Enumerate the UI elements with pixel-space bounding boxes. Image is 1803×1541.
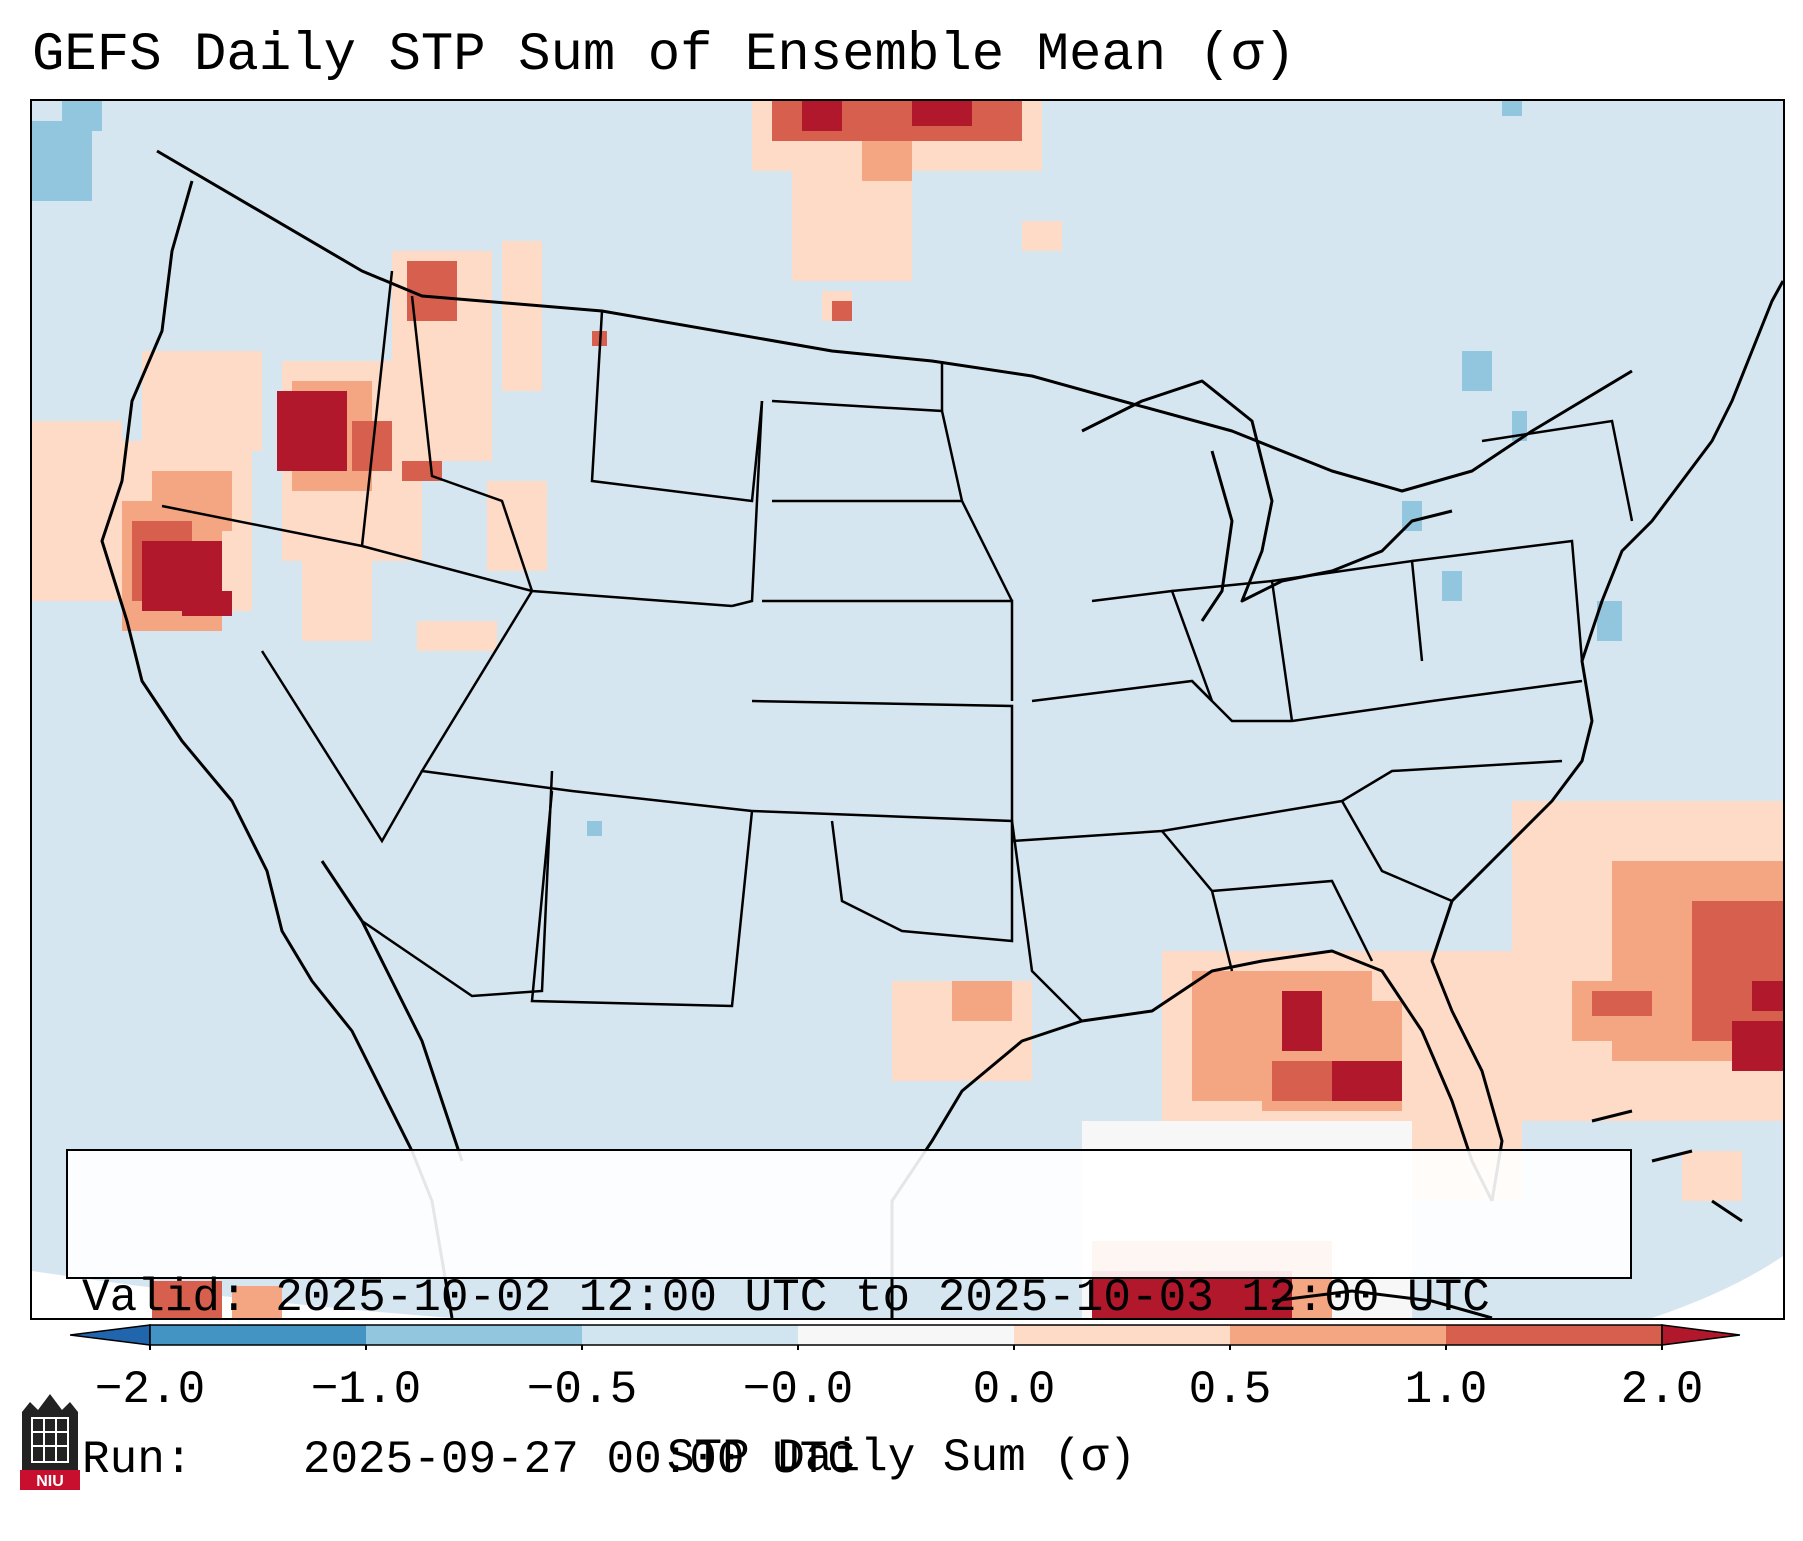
- map-canvas: [32, 101, 1783, 1318]
- state-borders: [161, 270, 1634, 1022]
- run-value: 2025-09-27 00:00 UTC: [302, 1434, 855, 1486]
- colorbar-tick-3: −0.0: [742, 1364, 854, 1416]
- colorbar-tick-4: 0.0: [972, 1364, 1056, 1416]
- niu-logo: NIU: [20, 1394, 80, 1490]
- colorbar-tick-2: −0.5: [526, 1364, 638, 1416]
- colorbar-bin-2: [582, 1325, 798, 1345]
- colorbar-tick-1: −1.0: [310, 1364, 422, 1416]
- colorbar-bin-3: [798, 1325, 1014, 1345]
- projection-edge: [32, 1271, 452, 1318]
- valid-line: Valid: 2025-10-02 12:00 UTC to 2025-10-0…: [82, 1271, 1616, 1325]
- run-label: Run:: [82, 1434, 193, 1486]
- coastlines: [100, 149, 1783, 1318]
- validity-info-box: Valid: 2025-10-02 12:00 UTC to 2025-10-0…: [66, 1149, 1632, 1486]
- colorbar-bin-5: [1230, 1325, 1446, 1345]
- colorbar-bin-6: [1446, 1325, 1662, 1345]
- logo-text: NIU: [36, 1473, 64, 1490]
- run-line: Run: 2025-09-27 00:00 UTC: [82, 1433, 1616, 1487]
- colorbar-label: STP Daily Sum (σ): [666, 1432, 1137, 1484]
- valid-label: Valid:: [82, 1272, 248, 1324]
- map-title: GEFS Daily STP Sum of Ensemble Mean (σ): [32, 25, 1296, 86]
- colorbar-bin-0: [150, 1325, 366, 1345]
- colorbar-tick-5: 0.5: [1188, 1364, 1272, 1416]
- colorbar-over-arrow: [1661, 1324, 1740, 1346]
- projection-edge-right: [1652, 1256, 1783, 1318]
- stp-anomaly-field: [32, 101, 1783, 1318]
- colorbar-bin-1: [366, 1325, 582, 1345]
- caribbean-islands: [1271, 1109, 1743, 1318]
- colorbar-tick-0: −2.0: [94, 1364, 206, 1416]
- valid-value: 2025-10-02 12:00 UTC to 2025-10-03 12:00…: [275, 1272, 1490, 1324]
- map-panel[interactable]: [30, 99, 1785, 1320]
- colorbar-bin-4: [1014, 1325, 1230, 1345]
- colorbar-tick-7: 2.0: [1620, 1364, 1704, 1416]
- colorbar-under-arrow: [70, 1324, 151, 1346]
- colorbar: [70, 1324, 1740, 1350]
- colorbar-tick-6: 1.0: [1404, 1364, 1488, 1416]
